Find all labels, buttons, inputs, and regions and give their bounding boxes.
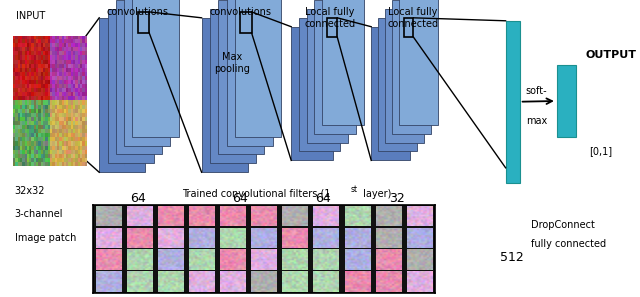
Text: 64: 64 — [316, 192, 331, 205]
Text: 512: 512 — [500, 251, 524, 264]
Text: DropConnect: DropConnect — [531, 220, 595, 230]
Text: [0,1]: [0,1] — [589, 146, 612, 157]
Text: OUTPUT: OUTPUT — [586, 50, 637, 60]
Bar — [210, 9, 256, 163]
Bar — [227, 0, 273, 146]
Bar — [506, 21, 520, 183]
Text: Trained convolutional filters (1: Trained convolutional filters (1 — [182, 189, 330, 199]
Bar — [404, 18, 413, 37]
Bar — [327, 18, 337, 37]
Text: Max
pooling: Max pooling — [214, 52, 250, 74]
Bar — [291, 27, 333, 160]
Text: layer): layer) — [360, 189, 391, 199]
Text: fully connected: fully connected — [531, 239, 606, 249]
Bar — [557, 65, 576, 137]
Text: 32: 32 — [389, 192, 404, 205]
Text: max: max — [526, 116, 547, 126]
Bar — [35, 86, 49, 128]
Bar — [399, 0, 438, 125]
Text: Local fully
connected: Local fully connected — [387, 7, 438, 29]
Bar — [235, 0, 281, 137]
Text: 64: 64 — [232, 192, 248, 205]
Text: Local fully
connected: Local fully connected — [304, 7, 355, 29]
Bar — [322, 0, 364, 125]
Bar — [138, 12, 149, 33]
Text: soft-: soft- — [525, 86, 547, 96]
Text: 64: 64 — [130, 192, 145, 205]
Text: 3-channel: 3-channel — [15, 209, 63, 219]
Bar — [392, 0, 431, 134]
Bar — [124, 0, 170, 146]
Bar — [371, 27, 410, 160]
Bar — [314, 0, 356, 134]
Text: Image patch: Image patch — [15, 233, 76, 243]
Text: convolutions: convolutions — [107, 7, 168, 18]
Bar — [299, 18, 340, 151]
Bar — [99, 18, 145, 172]
Text: convolutions: convolutions — [209, 7, 271, 18]
Bar — [240, 12, 252, 33]
Bar — [378, 18, 417, 151]
Bar — [108, 9, 154, 163]
Text: INPUT: INPUT — [16, 11, 45, 21]
Text: st: st — [351, 185, 358, 194]
Bar — [132, 0, 179, 137]
Bar — [385, 9, 424, 143]
Bar — [116, 0, 162, 154]
Bar — [202, 18, 248, 172]
Text: 32x32: 32x32 — [15, 186, 45, 196]
Bar — [307, 9, 348, 143]
Bar — [218, 0, 264, 154]
